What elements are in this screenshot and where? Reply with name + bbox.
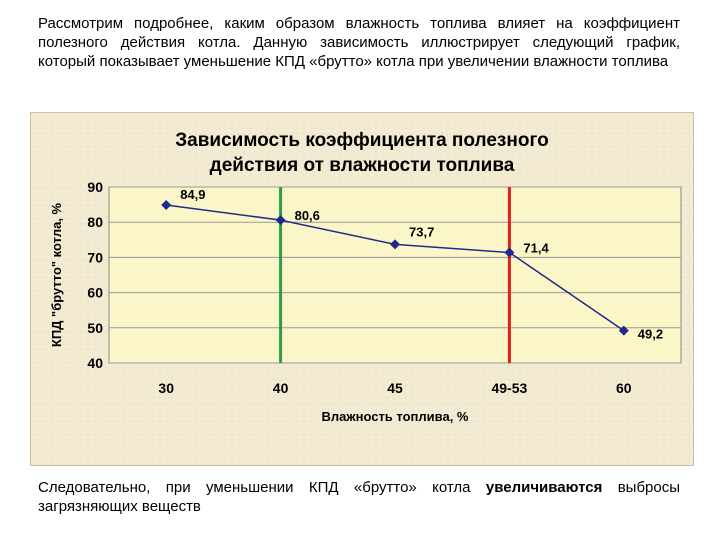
data-point	[161, 199, 172, 210]
data-point	[504, 247, 515, 258]
y-tick-label: 70	[87, 249, 103, 265]
data-label: 73,7	[409, 224, 434, 239]
data-label: 80,6	[295, 208, 320, 223]
chart-title-line1: Зависимость коэффициента полезного	[175, 130, 548, 151]
x-tick-label: 40	[273, 380, 289, 396]
x-tick-labels: 30 40 45 49-53 60	[158, 380, 631, 396]
conclusion-text-part2: выбросы загрязняющих веществ	[38, 479, 681, 515]
y-tick-label: 60	[87, 285, 103, 301]
data-label: 84,9	[180, 187, 205, 202]
data-point	[618, 325, 629, 336]
conclusion-emphasis: увеличиваются	[485, 479, 603, 496]
x-tick-label: 49-53	[491, 380, 527, 396]
data-label: 71,4	[523, 240, 549, 255]
y-tick-label: 50	[87, 320, 103, 336]
y-tick-label: 90	[87, 179, 103, 195]
grid-layer	[109, 186, 681, 364]
x-axis-label: Влажность топлива, %	[322, 409, 469, 424]
data-point	[275, 215, 286, 226]
y-tick-label: 40	[87, 355, 103, 371]
x-tick-label: 45	[387, 380, 403, 396]
x-tick-label: 30	[158, 380, 174, 396]
data-label: 49,2	[638, 327, 663, 342]
series-layer: 84,9 80,6 73,7 71,4 49,2	[161, 187, 663, 342]
conclusion-text-part1: Следовательно, при уменьшении КПД «брутт…	[38, 479, 486, 496]
x-tick-label: 60	[616, 380, 632, 396]
chart-svg: Зависимость коэффициента полезного дейст…	[49, 130, 682, 424]
chart-container: Зависимость коэффициента полезного дейст…	[30, 112, 694, 466]
chart-title-line2: действия от влажности топлива	[210, 155, 515, 176]
plot-area	[108, 186, 682, 364]
conclusion-paragraph: Следовательно, при уменьшении КПД «брутт…	[38, 478, 680, 516]
y-tick-label: 80	[87, 214, 103, 230]
intro-paragraph: Рассмотрим подробнее, каким образом влаж…	[38, 15, 680, 70]
y-axis-label: КПД "брутто" котла, %	[49, 202, 64, 347]
data-point	[390, 239, 400, 250]
y-tick-labels: 40 50 60 70 80 90	[87, 179, 103, 371]
